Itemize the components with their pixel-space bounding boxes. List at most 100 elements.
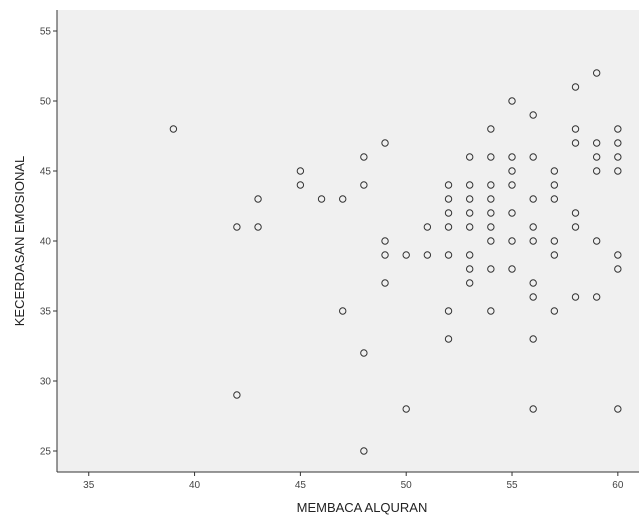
data-point	[444, 181, 453, 189]
data-point	[169, 125, 178, 133]
data-point	[592, 69, 601, 77]
data-point	[508, 97, 516, 105]
data-point	[614, 405, 622, 413]
data-point	[444, 195, 453, 203]
data-point	[381, 237, 389, 245]
data-point	[402, 251, 410, 259]
data-point	[381, 139, 389, 147]
y-tick-label: 25	[40, 447, 52, 458]
x-tick-label: 35	[83, 480, 95, 491]
data-point	[487, 265, 495, 273]
y-tick-label: 40	[40, 237, 52, 248]
data-point	[317, 195, 326, 203]
data-point	[487, 153, 495, 161]
data-point	[487, 209, 495, 217]
data-point	[571, 209, 580, 217]
data-point	[529, 293, 537, 301]
data-point	[529, 223, 537, 231]
data-point	[381, 279, 389, 287]
data-point	[444, 307, 453, 315]
data-point	[465, 223, 474, 231]
data-point	[360, 153, 368, 161]
x-tick-label: 40	[189, 480, 201, 491]
data-point	[233, 223, 241, 231]
data-point	[571, 223, 580, 231]
data-point	[529, 153, 537, 161]
data-point	[614, 125, 622, 133]
data-point	[614, 251, 622, 259]
data-point	[614, 139, 622, 147]
data-point	[571, 139, 580, 147]
x-tick-label: 45	[295, 480, 307, 491]
data-point	[508, 237, 516, 245]
data-point	[487, 125, 495, 133]
data-point	[254, 195, 262, 203]
data-point	[550, 181, 559, 189]
data-point	[233, 391, 241, 399]
data-point	[444, 251, 453, 259]
data-point	[360, 447, 368, 455]
data-point	[402, 405, 410, 413]
data-point	[296, 181, 305, 189]
data-point	[508, 209, 516, 217]
data-point	[529, 111, 537, 119]
y-tick-label: 30	[40, 377, 52, 388]
data-point	[571, 83, 580, 91]
data-point	[487, 181, 495, 189]
data-point	[423, 251, 432, 259]
data-point	[550, 251, 559, 259]
data-point	[465, 209, 474, 217]
x-tick-label: 50	[401, 480, 413, 491]
y-tick-label: 35	[40, 307, 52, 318]
y-ticks: 25 30 35 40 45 50 55	[40, 27, 57, 458]
data-point	[465, 265, 474, 273]
data-point	[465, 251, 474, 259]
data-point	[296, 167, 305, 175]
data-point	[508, 181, 516, 189]
data-point	[465, 195, 474, 203]
data-point	[571, 293, 580, 301]
data-point	[339, 307, 347, 315]
data-point	[529, 279, 537, 287]
data-point	[254, 223, 262, 231]
data-point	[381, 251, 389, 259]
data-point	[360, 181, 368, 189]
data-point	[487, 195, 495, 203]
data-point	[487, 307, 495, 315]
data-point	[529, 237, 537, 245]
x-tick-label: 60	[612, 480, 624, 491]
data-point	[465, 181, 474, 189]
data-point	[444, 335, 453, 343]
data-point	[550, 167, 559, 175]
data-point	[592, 153, 601, 161]
data-point	[444, 209, 453, 217]
data-point	[487, 237, 495, 245]
data-point	[339, 195, 347, 203]
data-point	[614, 167, 622, 175]
data-point	[529, 405, 537, 413]
data-point	[614, 265, 622, 273]
data-point	[529, 195, 537, 203]
y-axis-title: KECERDASAN EMOSIONAL	[12, 156, 27, 327]
data-point	[592, 293, 601, 301]
data-point	[360, 349, 368, 357]
data-point	[508, 153, 516, 161]
x-ticks: 35 40 45 50 55 60	[83, 472, 624, 491]
data-point	[614, 153, 622, 161]
data-point	[592, 139, 601, 147]
data-point	[550, 237, 559, 245]
y-tick-label: 55	[40, 27, 52, 38]
data-point	[465, 279, 474, 287]
data-point	[444, 223, 453, 231]
data-point	[592, 167, 601, 175]
data-point	[592, 237, 601, 245]
data-point	[508, 167, 516, 175]
data-point	[465, 153, 474, 161]
x-axis-title: MEMBACA ALQURAN	[297, 500, 428, 515]
data-point	[550, 195, 559, 203]
data-point	[571, 125, 580, 133]
x-tick-label: 55	[506, 480, 518, 491]
y-tick-label: 45	[40, 167, 52, 178]
data-point	[423, 223, 432, 231]
